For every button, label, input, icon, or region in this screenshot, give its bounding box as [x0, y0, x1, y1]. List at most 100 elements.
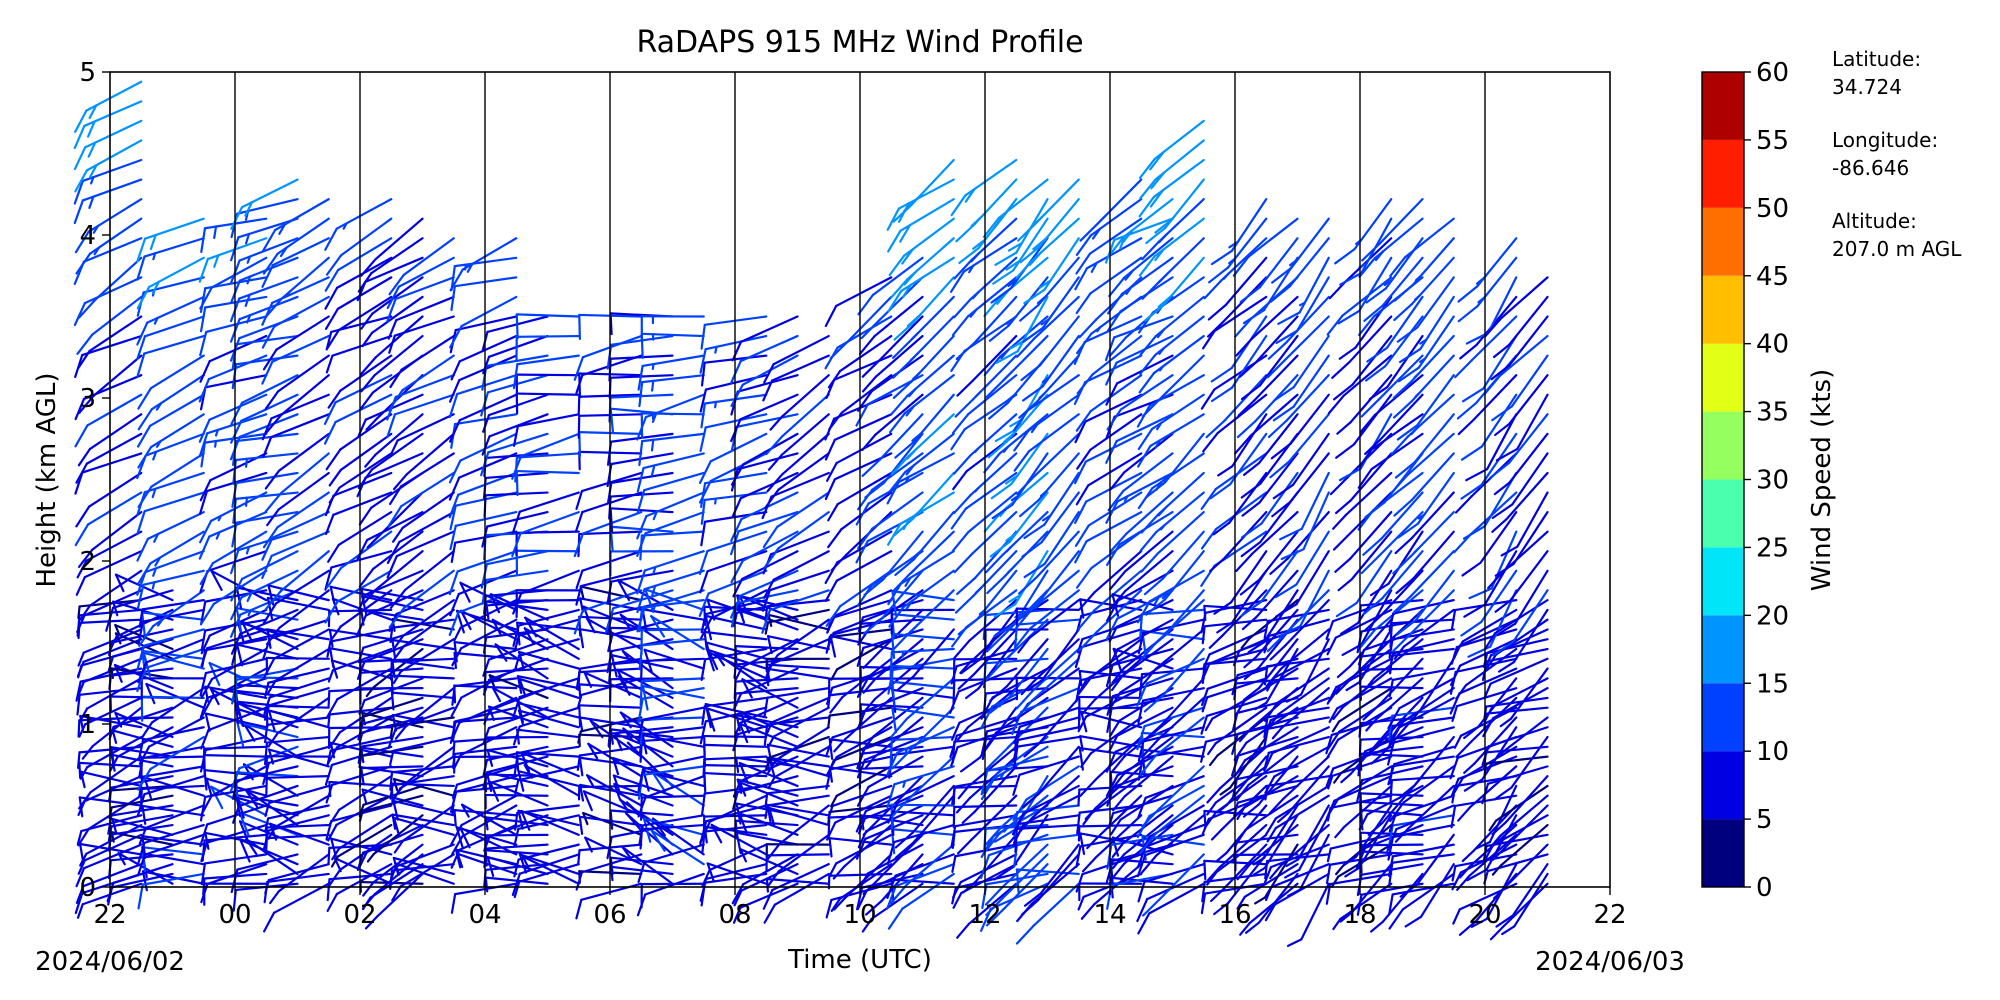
barb-feather [491, 618, 502, 636]
wind-barb [1284, 814, 1330, 879]
barb-feather [1137, 699, 1145, 725]
barb-feather [856, 758, 866, 779]
barb-feather [1269, 643, 1287, 661]
barb-feather [1337, 309, 1361, 325]
barb-column [855, 256, 924, 933]
barb-feather [1388, 908, 1404, 930]
barb-shaft [740, 550, 799, 581]
wind-barb [827, 784, 893, 820]
barb-shaft [83, 833, 143, 862]
wind-barb [1247, 589, 1299, 654]
barb-shaft [1276, 667, 1330, 705]
wind-barb [766, 833, 830, 888]
wind-barb [262, 413, 330, 458]
barb-feather [200, 647, 209, 667]
barb-shaft [83, 775, 143, 803]
wind-barb [1242, 256, 1299, 325]
wind-barb [513, 863, 580, 899]
barb-shaft [454, 315, 518, 332]
barb-shaft [1263, 814, 1299, 870]
barb-feather [955, 341, 976, 361]
barb-feather [1272, 483, 1295, 500]
barb-feather [953, 494, 972, 515]
barb-feather [990, 483, 1013, 500]
wind-barb [1014, 589, 1080, 649]
barb-feather [1074, 524, 1090, 547]
barb-feather [951, 855, 957, 873]
barb-feather [261, 229, 277, 253]
wind-barb [388, 237, 455, 296]
wind-barb [983, 471, 1049, 533]
barb-shaft [488, 657, 549, 681]
barb-shaft [517, 650, 580, 670]
barb-shaft [1373, 589, 1424, 632]
barb-feather [1014, 627, 1032, 649]
barb-feather [766, 870, 780, 888]
wind-barb [612, 774, 674, 797]
wind-barb [699, 334, 768, 374]
barb-shaft [640, 628, 705, 632]
barb-shaft [1002, 853, 1049, 899]
wind-barb [1363, 256, 1424, 322]
barb-feather [137, 408, 153, 431]
wind-barb [640, 628, 705, 656]
barb-feather [700, 402, 706, 429]
barb-feather [326, 640, 332, 658]
wind-barb [357, 432, 424, 490]
barb-feather [578, 815, 584, 835]
barb-shaft [871, 491, 924, 530]
barb-feather [767, 453, 783, 471]
barb-feather [389, 660, 393, 681]
barb-shaft [335, 863, 393, 896]
wind-barb [1239, 237, 1299, 304]
barb-feather [582, 790, 593, 812]
barb-shaft [267, 748, 330, 768]
barb-feather [1140, 552, 1159, 573]
barb-shaft [337, 510, 393, 547]
wind-barb [326, 628, 393, 658]
barb-shaft [1413, 735, 1455, 787]
wind-barb [79, 677, 143, 723]
barb-feather [449, 268, 464, 292]
wind-barb [1139, 491, 1205, 552]
wind-barb [76, 638, 143, 678]
wind-barb [1012, 794, 1080, 844]
wind-barb [701, 843, 768, 888]
barb-feather [612, 774, 622, 795]
barb-shaft [1359, 850, 1424, 856]
barb-feather [636, 607, 646, 633]
barb-shaft [143, 217, 205, 240]
wind-barb [864, 432, 924, 499]
barb-shaft [1333, 775, 1393, 802]
barb-feather [1015, 258, 1034, 280]
barb-shaft [329, 735, 393, 752]
wind-barb [858, 295, 924, 355]
barb-feather [199, 286, 213, 310]
barb-feather [731, 497, 742, 518]
barb-shaft [484, 849, 549, 856]
barb-shaft [640, 677, 705, 683]
barb-feather [1031, 214, 1045, 228]
barb-feather [619, 711, 632, 729]
barb-shaft [581, 354, 643, 377]
barb-feather [512, 695, 521, 719]
barb-feather [1010, 494, 1020, 502]
wind-barb [893, 276, 955, 341]
barb-feather [890, 717, 908, 739]
wind-barb [889, 432, 955, 493]
barb-feather [912, 372, 921, 381]
barb-feather [827, 528, 843, 549]
barb-feather [957, 618, 979, 636]
wind-barb [328, 452, 393, 504]
barb-feather [261, 360, 274, 385]
barb-shaft [1214, 765, 1268, 804]
barb-shaft [1354, 295, 1393, 349]
barb-shaft [1279, 628, 1330, 670]
barb-feather [767, 758, 778, 774]
barb-shaft [519, 510, 580, 535]
barb-shaft [617, 675, 674, 709]
barb-shaft [391, 775, 455, 787]
barb-feather [1157, 295, 1172, 308]
barb-feather [387, 505, 403, 528]
barb-feather [887, 668, 894, 695]
